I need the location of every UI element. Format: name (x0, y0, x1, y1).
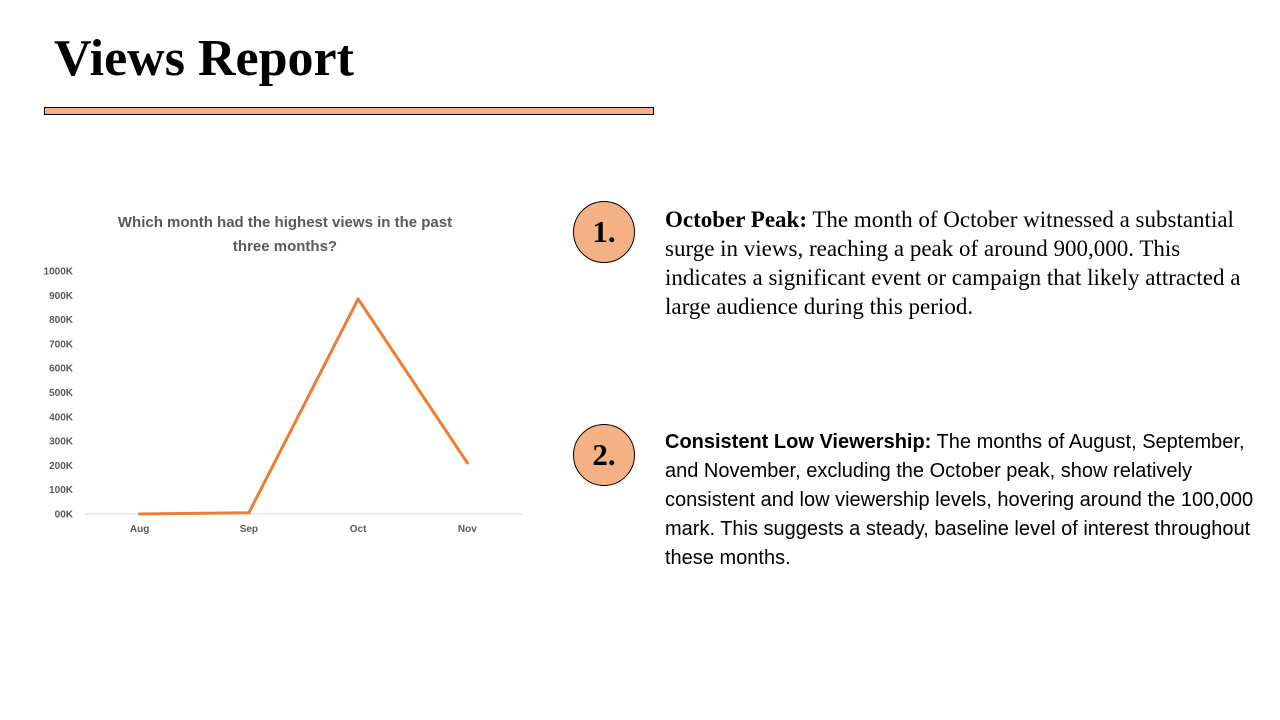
y-tick-label: 1000K (44, 267, 74, 278)
point-2-text: The months of August, September, and Nov… (665, 431, 1254, 569)
y-axis: 00K 100K 200K 300K 400K 500K 600K 700K 800K 900K 1… (44, 267, 74, 521)
point-2-heading: Consistent Low Viewership: (665, 431, 932, 453)
data-point-oct (356, 297, 360, 301)
page-title: Views Report (54, 30, 354, 87)
y-tick-label: 00K (55, 510, 74, 521)
y-tick-label: 600K (49, 364, 74, 375)
y-tick-label: 700K (49, 339, 74, 350)
y-tick-label: 200K (49, 461, 74, 472)
series-line (138, 297, 469, 516)
plot-area (138, 297, 469, 516)
y-tick-label: 300K (49, 437, 74, 448)
chart-title-line-2: three months? (233, 238, 337, 255)
title-underline-bar (44, 107, 654, 115)
data-point-sep (247, 511, 251, 515)
x-axis: Aug Sep Oct Nov (130, 524, 477, 535)
x-tick-label: Oct (350, 524, 367, 535)
y-tick-label: 400K (49, 412, 74, 423)
point-1-text: The month of October witnessed a substan… (665, 207, 1241, 319)
x-tick-label: Aug (130, 524, 149, 535)
data-point-aug (138, 512, 142, 516)
x-tick-label: Nov (458, 524, 477, 535)
y-tick-label: 500K (49, 388, 74, 399)
point-2-paragraph: Consistent Low Viewership: The months of… (665, 428, 1255, 573)
y-tick-label: 100K (49, 485, 74, 496)
point-1-heading: October Peak: (665, 207, 808, 232)
x-tick-label: Sep (240, 524, 258, 535)
views-line-chart: Which month had the highest views in the… (44, 214, 522, 535)
point-1-number-badge: 1. (573, 201, 635, 263)
data-point-nov (465, 461, 469, 465)
chart-title-line-1: Which month had the highest views in the… (118, 214, 452, 231)
point-1-paragraph: October Peak: The month of October witne… (665, 205, 1255, 321)
point-2-number-badge: 2. (573, 424, 635, 486)
y-tick-label: 900K (49, 291, 74, 302)
y-tick-label: 800K (49, 315, 74, 326)
